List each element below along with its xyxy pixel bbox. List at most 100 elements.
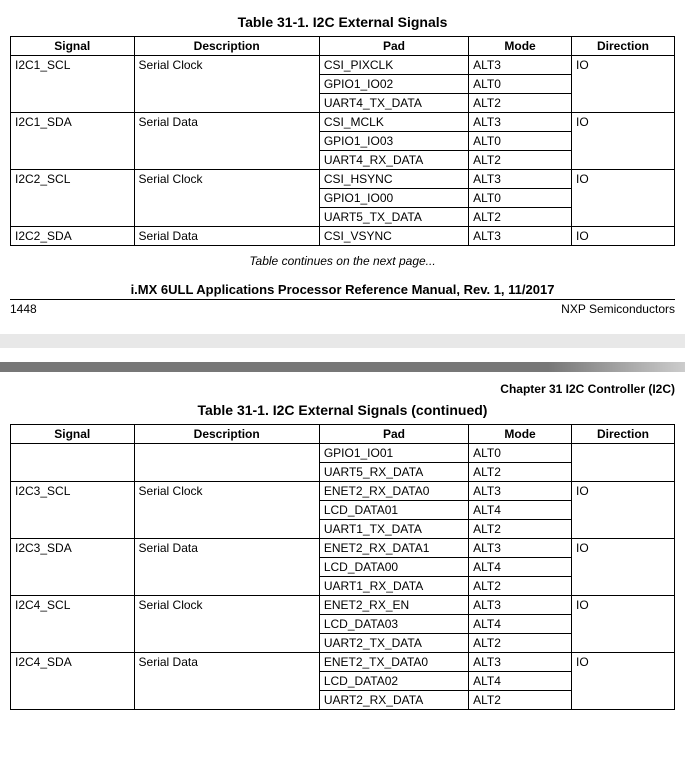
col-pad: Pad bbox=[319, 425, 468, 444]
cell-description: Serial Data bbox=[134, 653, 319, 672]
table-row: UART1_RX_DATAALT2 bbox=[11, 577, 675, 596]
cell-signal: I2C3_SCL bbox=[11, 482, 135, 501]
cell-description bbox=[134, 501, 319, 520]
cell-signal: I2C2_SCL bbox=[11, 170, 135, 189]
cell-pad: CSI_MCLK bbox=[319, 113, 468, 132]
cell-direction bbox=[572, 75, 675, 94]
manual-title: i.MX 6ULL Applications Processor Referen… bbox=[10, 282, 675, 297]
cell-signal bbox=[11, 520, 135, 539]
cell-description: Serial Clock bbox=[134, 482, 319, 501]
cell-pad: UART5_RX_DATA bbox=[319, 463, 468, 482]
cell-signal bbox=[11, 75, 135, 94]
table-row: GPIO1_IO03ALT0 bbox=[11, 132, 675, 151]
cell-direction bbox=[572, 444, 675, 463]
table2-title: Table 31-1. I2C External Signals (contin… bbox=[10, 402, 675, 418]
cell-direction bbox=[572, 463, 675, 482]
cell-signal bbox=[11, 615, 135, 634]
cell-pad: CSI_HSYNC bbox=[319, 170, 468, 189]
table-row: I2C2_SCLSerial ClockCSI_HSYNCALT3IO bbox=[11, 170, 675, 189]
cell-pad: GPIO1_IO02 bbox=[319, 75, 468, 94]
table-row: GPIO1_IO02ALT0 bbox=[11, 75, 675, 94]
cell-description bbox=[134, 189, 319, 208]
cell-mode: ALT0 bbox=[469, 444, 572, 463]
table-row: GPIO1_IO01ALT0 bbox=[11, 444, 675, 463]
cell-description bbox=[134, 151, 319, 170]
table2: Signal Description Pad Mode Direction GP… bbox=[10, 424, 675, 710]
table-row: UART5_TX_DATAALT2 bbox=[11, 208, 675, 227]
col-mode: Mode bbox=[469, 37, 572, 56]
cell-description bbox=[134, 463, 319, 482]
cell-direction: IO bbox=[572, 227, 675, 246]
cell-signal bbox=[11, 463, 135, 482]
cell-mode: ALT3 bbox=[469, 170, 572, 189]
cell-description bbox=[134, 634, 319, 653]
cell-direction: IO bbox=[572, 113, 675, 132]
cell-signal bbox=[11, 558, 135, 577]
page-gap bbox=[0, 334, 685, 348]
cell-mode: ALT2 bbox=[469, 577, 572, 596]
col-signal: Signal bbox=[11, 425, 135, 444]
cell-direction bbox=[572, 634, 675, 653]
table-row: UART2_TX_DATAALT2 bbox=[11, 634, 675, 653]
cell-pad: UART1_TX_DATA bbox=[319, 520, 468, 539]
page-number: 1448 bbox=[10, 302, 37, 316]
table-row: LCD_DATA02ALT4 bbox=[11, 672, 675, 691]
cell-pad: UART4_TX_DATA bbox=[319, 94, 468, 113]
page-footer: 1448 NXP Semiconductors bbox=[10, 299, 675, 316]
col-mode: Mode bbox=[469, 425, 572, 444]
cell-signal bbox=[11, 151, 135, 170]
col-direction: Direction bbox=[572, 37, 675, 56]
table2-header-row: Signal Description Pad Mode Direction bbox=[11, 425, 675, 444]
cell-pad: UART2_RX_DATA bbox=[319, 691, 468, 710]
cell-description: Serial Clock bbox=[134, 170, 319, 189]
cell-signal bbox=[11, 634, 135, 653]
table-row: I2C1_SCLSerial ClockCSI_PIXCLKALT3IO bbox=[11, 56, 675, 75]
cell-pad: GPIO1_IO03 bbox=[319, 132, 468, 151]
cell-pad: LCD_DATA03 bbox=[319, 615, 468, 634]
col-signal: Signal bbox=[11, 37, 135, 56]
cell-signal bbox=[11, 501, 135, 520]
cell-signal bbox=[11, 444, 135, 463]
cell-mode: ALT0 bbox=[469, 75, 572, 94]
cell-pad: LCD_DATA02 bbox=[319, 672, 468, 691]
cell-mode: ALT4 bbox=[469, 558, 572, 577]
page-top-bar bbox=[0, 362, 685, 372]
cell-description bbox=[134, 558, 319, 577]
chapter-label: Chapter 31 I2C Controller (I2C) bbox=[10, 382, 675, 396]
table-row: I2C3_SCLSerial ClockENET2_RX_DATA0ALT3IO bbox=[11, 482, 675, 501]
cell-direction bbox=[572, 520, 675, 539]
cell-direction: IO bbox=[572, 482, 675, 501]
cell-pad: ENET2_RX_EN bbox=[319, 596, 468, 615]
cell-mode: ALT4 bbox=[469, 672, 572, 691]
cell-direction bbox=[572, 558, 675, 577]
cell-signal: I2C3_SDA bbox=[11, 539, 135, 558]
cell-description bbox=[134, 132, 319, 151]
cell-description: Serial Clock bbox=[134, 56, 319, 75]
table-row: LCD_DATA03ALT4 bbox=[11, 615, 675, 634]
cell-description: Serial Data bbox=[134, 113, 319, 132]
cell-direction bbox=[572, 151, 675, 170]
cell-description bbox=[134, 577, 319, 596]
cell-pad: ENET2_RX_DATA0 bbox=[319, 482, 468, 501]
cell-mode: ALT2 bbox=[469, 634, 572, 653]
cell-description bbox=[134, 75, 319, 94]
cell-direction bbox=[572, 132, 675, 151]
table1-title: Table 31-1. I2C External Signals bbox=[10, 14, 675, 30]
table-row: UART4_TX_DATAALT2 bbox=[11, 94, 675, 113]
col-pad: Pad bbox=[319, 37, 468, 56]
table-row: I2C4_SDASerial DataENET2_TX_DATA0ALT3IO bbox=[11, 653, 675, 672]
cell-mode: ALT3 bbox=[469, 482, 572, 501]
cell-signal: I2C2_SDA bbox=[11, 227, 135, 246]
cell-signal bbox=[11, 189, 135, 208]
cell-mode: ALT3 bbox=[469, 56, 572, 75]
cell-direction: IO bbox=[572, 596, 675, 615]
cell-pad: CSI_PIXCLK bbox=[319, 56, 468, 75]
table-row: I2C4_SCLSerial ClockENET2_RX_ENALT3IO bbox=[11, 596, 675, 615]
continues-note: Table continues on the next page... bbox=[10, 254, 675, 268]
cell-description bbox=[134, 615, 319, 634]
cell-description: Serial Clock bbox=[134, 596, 319, 615]
cell-mode: ALT3 bbox=[469, 596, 572, 615]
table1-header-row: Signal Description Pad Mode Direction bbox=[11, 37, 675, 56]
cell-description: Serial Data bbox=[134, 539, 319, 558]
cell-direction: IO bbox=[572, 170, 675, 189]
